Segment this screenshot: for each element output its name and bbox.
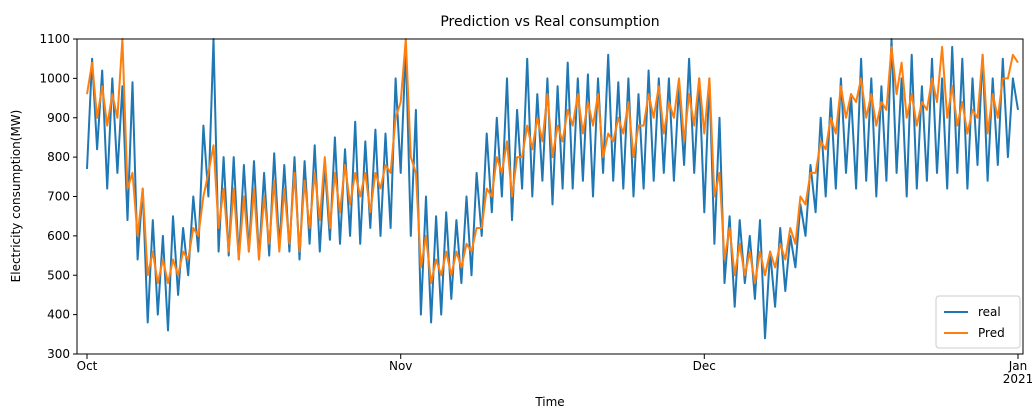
plot-frame [76,38,1024,355]
y-tick-label: 1000 [39,71,70,85]
x-axis-label: Time [534,395,564,409]
legend-label: Pred [978,326,1005,340]
x-tick-label: Oct [76,359,98,373]
y-tick-label: 800 [47,150,70,164]
y-tick-label: 400 [47,308,70,322]
legend-label: real [978,305,1001,319]
y-tick-label: 600 [47,229,70,243]
y-tick-label: 300 [47,347,70,361]
y-tick-label: 900 [47,111,70,125]
y-tick-label: 700 [47,190,70,204]
x-tick-label: Dec [692,359,716,373]
y-tick-label: 500 [47,268,70,282]
x-tick-label: Nov [388,359,413,373]
series-line [86,38,1019,340]
legend-box [935,295,1021,349]
y-axis-label: Electricity consumption(MW) [9,110,23,283]
chart-title: Prediction vs Real consumption [440,14,659,30]
x-tick-label: Jan 2021 [1002,359,1032,386]
legend: real Pred [935,295,1021,349]
series-line [86,38,1019,285]
y-tick-label: 1100 [39,32,70,46]
